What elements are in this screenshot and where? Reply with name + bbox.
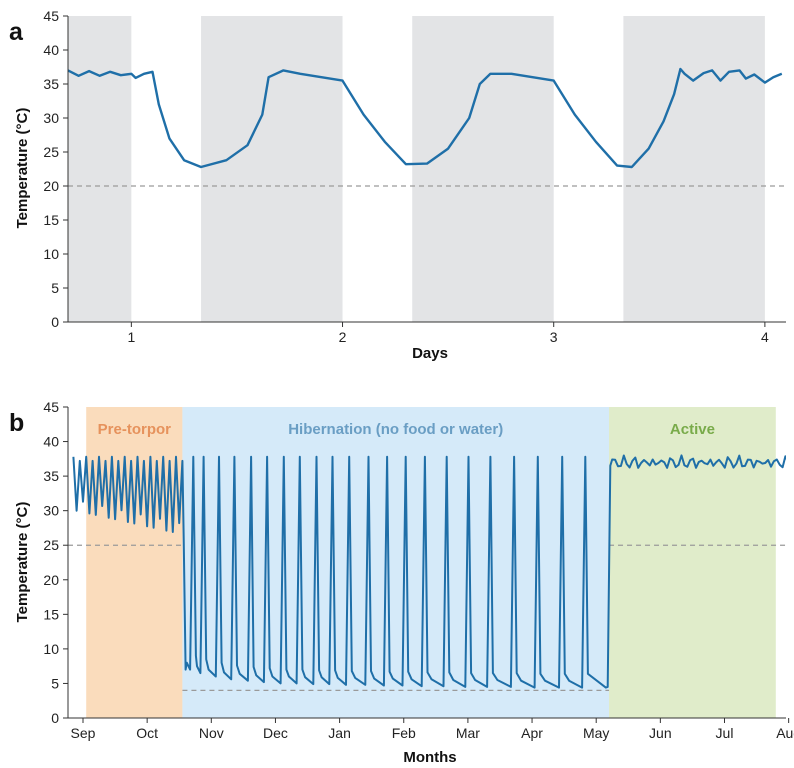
panel-b-y-tick-label: 35 [43,468,59,484]
panel-a-temperature-line [67,67,783,169]
panel-a-y-tick-label: 5 [51,280,59,296]
panel-b-x-tick-label: Mar [456,725,480,741]
panel-a-y-tick-label: 0 [51,314,59,330]
panel-b-x-tick-label: May [583,725,609,741]
panel-a-x-tick-label: 1 [127,329,135,345]
panel-b-x-tick-label: Sep [71,725,96,741]
panel-b-x-tick-label: Oct [136,725,158,741]
panel-a-night-band-0 [68,16,132,322]
panel-b-y-tick-label: 20 [43,572,59,588]
panel-b-x-tick-label: Aug [776,725,794,741]
panel-b-y-tick-label: 0 [51,710,59,726]
panel-b-x-tick-label: Apr [521,725,543,741]
panel-b-region-label: Active [670,421,715,438]
panel-b-y-tick-label: 25 [43,537,59,553]
panel-a-y-tick-label: 20 [43,178,59,194]
panel-b-letter: b [9,409,24,437]
panel-b-x-axis-title: Months [403,749,456,766]
panel-b-region-0 [86,407,183,718]
panel-a-night-band-1 [201,16,343,322]
panel-a-y-tick-label: 25 [43,144,59,160]
panel-a-chart: a Temperature (°C) Days 0 5 10 15 20 25 30 35 40… [9,8,786,362]
panel-a-letter: a [9,18,24,46]
panel-a-y-tick-label: 40 [43,42,59,58]
panel-b-x-tick-label: Jan [328,725,351,741]
panel-a-y-tick-label: 10 [43,246,59,262]
panel-a-x-axis-title: Days [412,345,448,362]
panel-b-y-tick-label: 40 [43,434,59,450]
panel-b-x-tick-label: Nov [199,725,224,741]
panel-a-x-tick-label: 3 [550,329,558,345]
panel-a-y-tick-label: 30 [43,110,59,126]
panel-b-y-tick-label: 45 [43,399,59,415]
panel-a-y-axis-title: Temperature (°C) [14,108,31,229]
panel-b-y-axis-title: Temperature (°C) [14,502,31,623]
panel-b-x-tick-label: Jul [716,725,734,741]
panel-b-y-tick-label: 5 [51,675,59,691]
panel-b-temperature-line [72,454,786,689]
panel-b-x-tick-label: Jun [649,725,672,741]
panel-b-region-1 [182,407,610,718]
panel-a-x-tick-label: 2 [339,329,347,345]
panel-a-night-band-3 [623,16,765,322]
panel-b-region-label: Pre-torpor [98,421,172,438]
panel-b-chart: b Temperature (°C) Months Pre-torpor Hibe… [9,399,794,766]
panel-a-y-tick-label: 35 [43,76,59,92]
panel-b-y-tick-label: 15 [43,606,59,622]
panel-a-night-band-2 [412,16,554,322]
panel-b-x-tick-label: Feb [392,725,416,741]
panel-a-y-tick-label: 15 [43,212,59,228]
panel-a-x-tick-label: 4 [761,329,769,345]
panel-b-y-tick-label: 30 [43,503,59,519]
panel-b-region-label: Hibernation (no food or water) [288,421,503,438]
panel-b-y-tick-label: 10 [43,641,59,657]
panel-b-x-tick-label: Dec [263,725,288,741]
panel-b-region-2 [609,407,776,718]
panel-a-y-tick-label: 45 [43,8,59,24]
